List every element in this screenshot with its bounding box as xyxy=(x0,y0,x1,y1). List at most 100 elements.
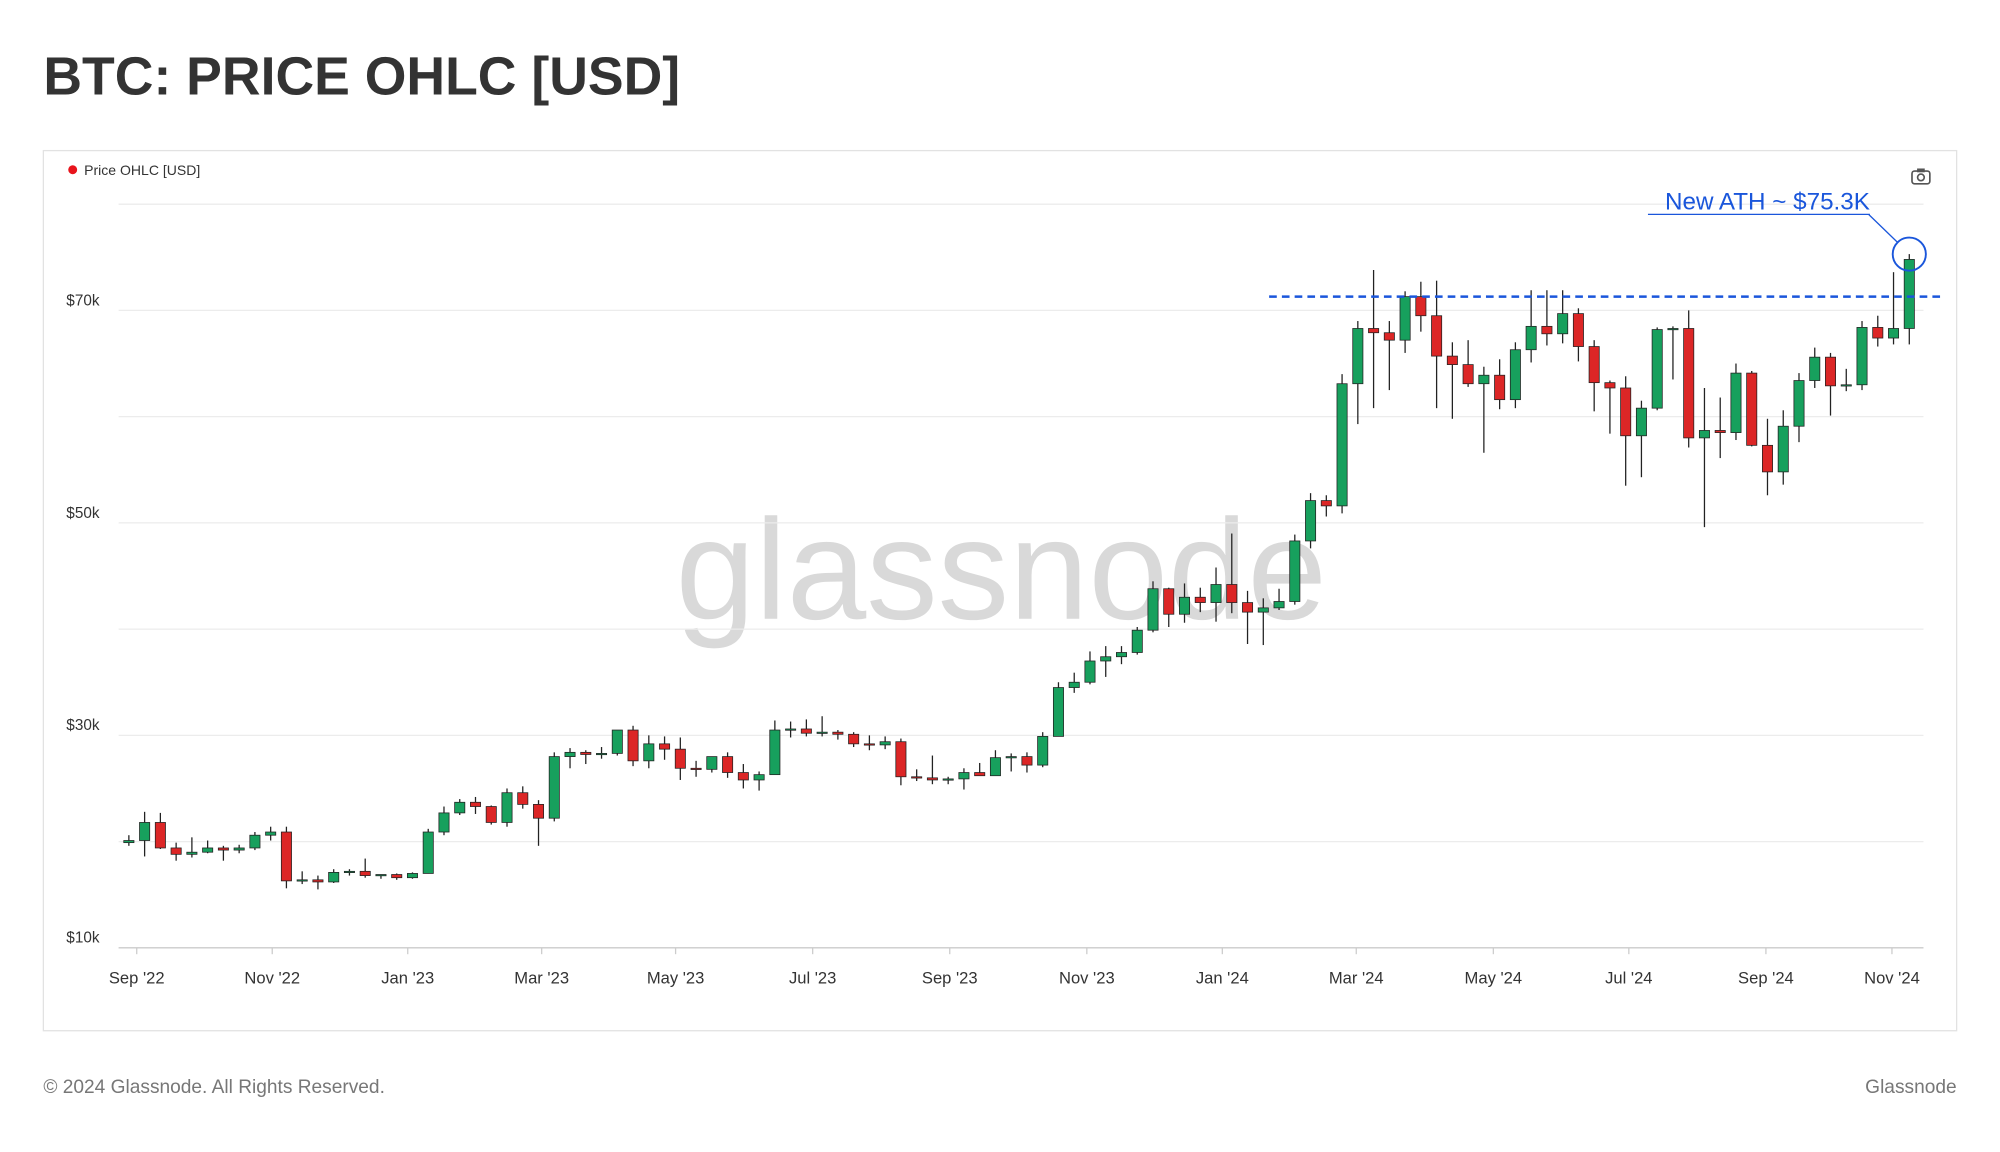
x-tick-label: Mar '23 xyxy=(514,969,569,988)
candle-body xyxy=(659,743,671,750)
x-tick-label: Nov '24 xyxy=(1864,969,1920,988)
candle-body xyxy=(1872,327,1884,339)
candle-body xyxy=(674,748,686,769)
candle-body xyxy=(722,756,734,773)
candle-body xyxy=(1888,328,1900,339)
candle-body xyxy=(1651,329,1663,409)
candle-body xyxy=(1273,601,1285,609)
candle-body xyxy=(1084,660,1096,683)
candle-body xyxy=(1305,500,1317,542)
candle-body xyxy=(1131,629,1143,653)
candle-body xyxy=(1809,356,1821,381)
candle-body xyxy=(548,756,560,819)
candle-body xyxy=(359,870,371,876)
candle-body xyxy=(217,847,229,851)
candle-body xyxy=(1541,325,1553,335)
x-tick-label: Jan '23 xyxy=(381,969,434,988)
candle-body xyxy=(737,772,749,781)
candle-body xyxy=(911,776,923,779)
page-title: BTC: PRICE OHLC [USD] xyxy=(43,47,680,106)
x-tick-label: Jul '24 xyxy=(1605,969,1652,988)
candle-body xyxy=(1494,374,1506,401)
candle-body xyxy=(1667,328,1679,331)
candle-body xyxy=(1793,380,1805,427)
candle-body xyxy=(611,729,623,754)
candle-body xyxy=(785,728,797,731)
candle-body xyxy=(438,812,450,833)
candle-body xyxy=(690,767,702,770)
candle-body xyxy=(202,847,214,853)
legend-label[interactable]: Price OHLC [USD] xyxy=(84,162,200,178)
candle-body xyxy=(1194,596,1206,603)
candle-body xyxy=(1289,540,1301,602)
candle-body xyxy=(328,872,340,883)
candle-body xyxy=(1021,756,1033,766)
candle-body xyxy=(1052,687,1064,737)
candle-body xyxy=(1431,315,1443,357)
candle-body xyxy=(1116,652,1127,658)
chart-frame xyxy=(42,149,1958,1032)
candle-body xyxy=(1777,425,1789,473)
candle-body xyxy=(1604,382,1616,389)
candle-body xyxy=(312,879,324,883)
candle-body xyxy=(485,806,497,823)
copyright: © 2024 Glassnode. All Rights Reserved. xyxy=(43,1077,385,1098)
candle-body xyxy=(1746,372,1758,446)
candle-body xyxy=(769,729,781,776)
x-tick-label: Jul '23 xyxy=(789,969,836,988)
candle-body xyxy=(265,831,277,836)
candle-body xyxy=(800,728,812,734)
camera-top xyxy=(1917,168,1925,173)
candle-body xyxy=(533,804,545,819)
candle-body xyxy=(1698,430,1710,439)
x-tick-label: Sep '24 xyxy=(1738,969,1794,988)
candle-body xyxy=(1399,296,1411,341)
candle-body xyxy=(1509,349,1521,401)
x-tick-label: Nov '22 xyxy=(244,969,300,988)
candle-body xyxy=(1730,372,1742,433)
candle-body xyxy=(1179,596,1190,615)
x-tick-label: May '24 xyxy=(1465,969,1523,988)
brand[interactable]: Glassnode xyxy=(1865,1077,1956,1098)
candle-body xyxy=(974,772,986,777)
candle-body xyxy=(753,774,765,781)
legend-marker xyxy=(68,165,78,175)
y-tick-label: $30k xyxy=(66,717,100,734)
candle-body xyxy=(123,840,135,844)
candle-body xyxy=(989,757,1001,777)
y-tick-label: $10k xyxy=(66,930,100,947)
ath-annotation: New ATH ~ $75.3K xyxy=(1665,188,1870,215)
candle-body xyxy=(1635,407,1647,437)
candle-body xyxy=(596,753,608,756)
candle-body xyxy=(406,873,418,879)
candle-body xyxy=(564,751,576,757)
candle-body xyxy=(280,831,292,882)
candle-body xyxy=(1163,588,1175,615)
candle-body xyxy=(848,733,860,745)
ath-pointer xyxy=(1868,213,1899,244)
candle-body xyxy=(1005,756,1017,759)
camera-lens xyxy=(1916,173,1926,182)
candle-body xyxy=(170,847,182,855)
candle-body xyxy=(296,879,308,882)
x-tick-label: Jan '24 xyxy=(1196,969,1249,988)
candle-body xyxy=(879,741,891,746)
x-tick-label: Sep '23 xyxy=(922,969,978,988)
candle-body xyxy=(1572,313,1584,347)
candle-body xyxy=(501,792,513,823)
candle-body xyxy=(1037,736,1049,766)
candle-body xyxy=(1825,356,1836,387)
candle-body xyxy=(1068,681,1080,688)
x-tick-label: May '23 xyxy=(647,969,705,988)
candle-body xyxy=(391,874,403,879)
candle-body xyxy=(1320,500,1332,507)
candle-body xyxy=(233,847,245,851)
candle-body xyxy=(863,743,875,746)
camera-icon[interactable] xyxy=(1911,168,1931,185)
x-tick-label: Nov '23 xyxy=(1059,969,1115,988)
candle-body xyxy=(706,756,718,770)
candle-body xyxy=(832,731,844,735)
x-tick-label: Sep '22 xyxy=(109,969,165,988)
